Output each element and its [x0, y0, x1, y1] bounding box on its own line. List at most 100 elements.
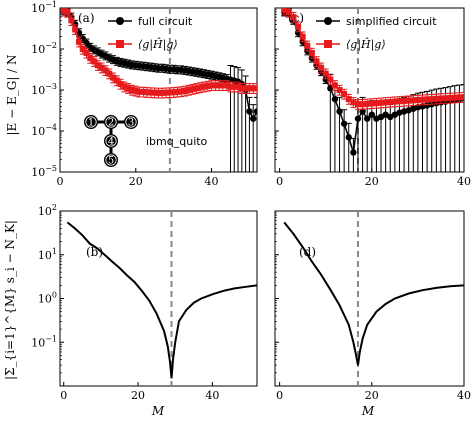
data-point-square [246, 85, 253, 92]
data-point-square [174, 88, 181, 95]
x-tick-label: 40 [457, 389, 471, 402]
data-point-square [163, 89, 170, 96]
data-point-square [433, 95, 440, 102]
y-tick-label: 10−2 [31, 41, 57, 56]
x-tick-label: 40 [205, 389, 219, 402]
data-point-square [442, 95, 449, 102]
data-point-square [144, 89, 151, 96]
panel-c-frame [274, 7, 465, 173]
data-point-square [410, 97, 417, 104]
data-point-circle [345, 134, 352, 141]
data-point-square [350, 99, 357, 106]
data-point-square [304, 42, 311, 49]
plot-area-1 [281, 8, 464, 172]
x-tick-label: 40 [457, 175, 471, 188]
x-tick-label: 20 [131, 389, 145, 402]
ticks-d: 0 20 40 [275, 210, 471, 402]
legend-a-red-marker [116, 40, 124, 48]
data-point-square [354, 101, 361, 108]
ticks-a: 0 20 40 10−5 10−4 10−3 10−2 10−1 [31, 0, 218, 188]
data-point-square [166, 89, 173, 96]
plot-area-3 [283, 211, 464, 386]
data-point-square [64, 8, 71, 15]
data-point-circle [253, 108, 257, 115]
data-point-square [238, 85, 245, 92]
qubit-node-5: 5 [104, 153, 118, 167]
data-point-square [461, 94, 464, 101]
xlabel-b: M [151, 404, 165, 418]
legend-a: full circuit ⟨g|Ĥ|g⟩ [108, 15, 193, 52]
data-point-circle [322, 76, 329, 83]
data-point-square [396, 98, 403, 105]
data-point-square [208, 82, 215, 89]
data-point-square [102, 67, 109, 74]
data-point-square [428, 96, 435, 103]
data-point-square [182, 87, 189, 94]
data-point-square [204, 83, 211, 90]
data-point-square [128, 87, 135, 93]
data-point-square [285, 8, 292, 15]
data-point-square [451, 94, 458, 101]
data-point-circle [327, 85, 334, 92]
data-point-square [290, 14, 297, 21]
legend-c-red-marker [324, 40, 332, 48]
data-point-square [373, 100, 380, 107]
data-point-circle [340, 120, 348, 127]
data-point-square [170, 89, 177, 96]
data-point-square [414, 97, 421, 104]
y-tick-label: 10−3 [31, 82, 57, 97]
qubit-node-3: 3 [124, 115, 138, 129]
data-point-square [110, 74, 117, 81]
svg-text:3: 3 [128, 118, 134, 129]
data-point-square [178, 88, 185, 95]
data-point-square [68, 17, 75, 24]
data-point-square [231, 83, 238, 90]
x-tick-label: 0 [57, 175, 64, 188]
data-point-square [216, 82, 223, 89]
data-point-square [132, 87, 139, 94]
data-point-square [223, 82, 230, 89]
data-point-square [151, 89, 158, 96]
y-tick-label: 10−5 [31, 164, 57, 179]
y-tick-label: 10−4 [31, 123, 57, 138]
data-point-square [125, 85, 132, 92]
data-point-square [242, 85, 249, 92]
x-tick-label: 20 [365, 175, 379, 188]
y-tick-label: 10−1 [31, 0, 57, 15]
data-point-square [159, 89, 166, 96]
x-tick-label: 20 [129, 175, 143, 188]
panel-a-label: (a) [78, 11, 95, 25]
data-point-square [200, 83, 207, 90]
data-point-square [235, 83, 242, 90]
data-point-square [419, 96, 426, 103]
data-point-square [378, 99, 385, 106]
data-point-square [212, 82, 219, 89]
panel-d-frame [274, 210, 465, 387]
data-point-square [341, 90, 348, 97]
plot-b [66, 211, 257, 386]
x-tick-label: 0 [276, 389, 283, 402]
series-line [284, 11, 464, 153]
data-point-square [331, 82, 338, 89]
data-point-square [322, 70, 329, 77]
qubit-node-1: 1 [84, 115, 98, 129]
data-point-square [227, 83, 234, 90]
data-point-square [359, 101, 366, 108]
data-point-square [87, 55, 94, 62]
data-point-square [401, 97, 408, 104]
data-point-square [364, 100, 371, 107]
data-point-square [72, 26, 79, 33]
legend-c-red-text: ⟨g|Ĥ|g⟩ [346, 37, 386, 52]
data-point-square [98, 64, 105, 71]
data-point-square [113, 77, 120, 84]
device-graph: 1 2 3 4 5 ibmq_quito [84, 115, 208, 167]
data-point-circle [331, 95, 339, 103]
data-point-square [456, 94, 463, 101]
data-point-square [75, 38, 82, 45]
legend-c: simplified circuit ⟨g|Ĥ|g⟩ [316, 15, 437, 52]
series-line [66, 221, 257, 379]
data-point-square [117, 81, 124, 88]
